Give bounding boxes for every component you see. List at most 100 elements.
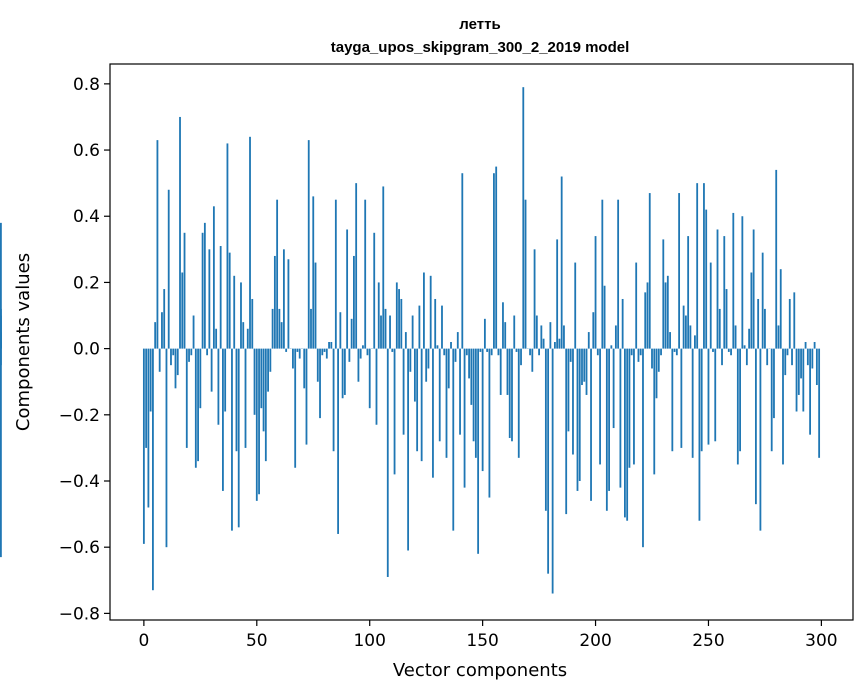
bar: [185, 348, 188, 448]
bar: [203, 222, 206, 349]
bar: [384, 308, 387, 349]
bar: [441, 305, 443, 349]
bar: [380, 315, 382, 349]
bar: [328, 342, 330, 349]
bar: [314, 262, 317, 349]
bar: [167, 189, 170, 349]
bar: [215, 328, 218, 349]
bar: [673, 348, 676, 352]
bar: [364, 199, 367, 349]
bar: [188, 348, 190, 362]
bar: [675, 348, 678, 356]
bar: [788, 298, 791, 349]
bar: [461, 173, 464, 349]
bar: [800, 348, 802, 379]
bar: [635, 262, 638, 349]
bar: [721, 348, 723, 366]
bar: [813, 342, 816, 349]
bar: [310, 308, 312, 349]
bar: [330, 342, 333, 349]
bar: [786, 348, 789, 356]
bar: [0, 348, 2, 558]
bar: [149, 348, 152, 412]
bar: [359, 348, 362, 359]
x-axis-label: Vector components: [393, 660, 567, 681]
bar: [802, 348, 805, 412]
bar: [470, 348, 473, 405]
bar: [624, 348, 626, 518]
bar: [432, 348, 434, 478]
bar: [651, 348, 653, 369]
bar: [246, 328, 249, 349]
bar: [750, 272, 753, 349]
y-tick-label: 0.2: [73, 273, 100, 293]
bar: [278, 308, 281, 349]
bar: [145, 348, 148, 448]
bar: [752, 229, 755, 349]
y-tick-label: 0.6: [73, 141, 100, 161]
bar: [696, 183, 699, 349]
bar: [231, 348, 233, 531]
bar: [425, 348, 428, 382]
bar: [734, 325, 737, 349]
bar: [594, 236, 597, 349]
bar: [395, 282, 398, 349]
bar: [170, 348, 172, 366]
bar: [682, 305, 685, 349]
bar: [165, 348, 168, 548]
bar: [413, 348, 416, 402]
bar: [452, 348, 455, 531]
bar: [698, 348, 701, 521]
bar: [253, 348, 256, 415]
bar: [574, 262, 577, 349]
bar: [569, 348, 572, 362]
bar: [260, 348, 263, 409]
bar: [298, 348, 301, 359]
x-tick-label: 200: [579, 631, 611, 651]
bar: [657, 348, 660, 372]
bar: [321, 348, 324, 356]
bar: [267, 348, 269, 392]
bar: [409, 348, 412, 372]
bar: [791, 348, 793, 366]
bar: [212, 206, 215, 349]
bar: [377, 282, 380, 349]
bar: [427, 348, 430, 369]
bar: [224, 348, 227, 412]
bar: [736, 348, 739, 465]
bar: [773, 348, 775, 419]
bar: [235, 348, 238, 452]
bar: [531, 348, 534, 372]
y-tick-label: 0.0: [73, 340, 100, 360]
bar: [553, 342, 556, 349]
bar: [619, 348, 622, 488]
bar: [154, 322, 157, 349]
x-axis-ticks: 0 50 100 150 200 250 300: [138, 620, 838, 651]
bar: [524, 199, 527, 349]
chart-subtitle: tayga_upos_skipgram_300_2_2019 model: [331, 39, 630, 56]
bar: [316, 348, 319, 382]
bar: [549, 322, 552, 349]
bar: [366, 348, 369, 356]
bar: [208, 249, 211, 349]
bar: [732, 212, 735, 349]
bar: [147, 348, 150, 508]
bar: [730, 348, 732, 356]
bar: [323, 348, 326, 352]
bar: [271, 308, 274, 349]
bar: [201, 232, 204, 349]
bar: [172, 348, 175, 356]
bar: [249, 136, 251, 349]
bar: [621, 298, 624, 349]
bar: [325, 348, 328, 359]
bar: [583, 348, 586, 382]
bar: [456, 332, 459, 349]
bar: [558, 338, 561, 349]
bar: [210, 348, 213, 392]
bar: [581, 348, 583, 386]
bar: [666, 275, 669, 349]
bar: [418, 305, 421, 349]
bar: [556, 239, 559, 349]
bar: [565, 348, 568, 515]
bar: [481, 348, 484, 472]
